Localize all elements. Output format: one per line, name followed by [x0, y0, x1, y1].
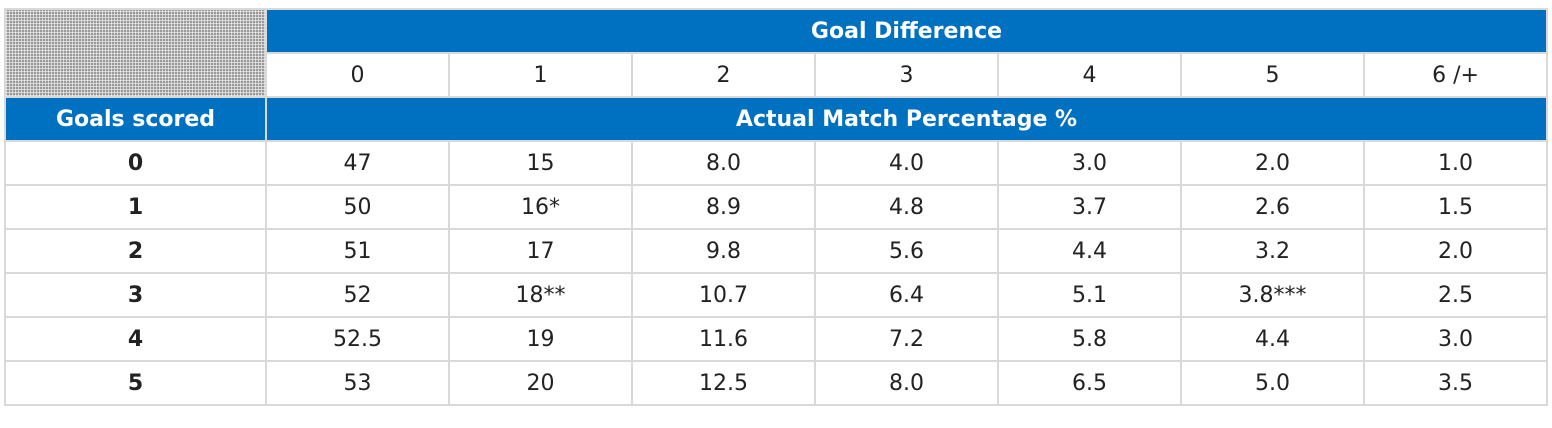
table-cell: 3.8*** — [1180, 272, 1365, 318]
table-row: 5 53 20 12.5 8.0 6.5 5.0 3.5 — [4, 360, 1549, 406]
table-row: 4 52.5 19 11.6 7.2 5.8 4.4 3.0 — [4, 316, 1549, 362]
table-cell: 5.1 — [997, 272, 1182, 318]
row-label-cell: 4 — [4, 316, 267, 362]
column-header-cell: 6 /+ — [1362, 52, 1549, 98]
table-cell: 3.0 — [997, 140, 1182, 186]
table-cell: 51 — [265, 228, 450, 274]
table-cell: 3.0 — [1362, 316, 1549, 362]
table-cell: 52.5 — [265, 316, 450, 362]
table-cell: 4.4 — [1180, 316, 1365, 362]
table-cell: 5.0 — [1180, 360, 1365, 406]
column-header-cell: 5 — [1180, 52, 1365, 98]
table-cell: 10.7 — [631, 272, 816, 318]
table-cell: 4.4 — [997, 228, 1182, 274]
table-cell: 6.5 — [997, 360, 1182, 406]
goal-difference-header: Goal Difference — [264, 8, 1549, 54]
table-row: 0 47 15 8.0 4.0 3.0 2.0 1.0 — [4, 140, 1549, 186]
actual-match-percentage-header: Actual Match Percentage % — [264, 96, 1549, 142]
table-cell: 2.5 — [1362, 272, 1549, 318]
table-cell: 2.0 — [1180, 140, 1365, 186]
table-cell: 3.2 — [1180, 228, 1365, 274]
table-cell: 17 — [448, 228, 633, 274]
column-header-cell: 4 — [997, 52, 1182, 98]
table-cell: 6.4 — [814, 272, 999, 318]
table-cell: 2.0 — [1362, 228, 1549, 274]
row-label-cell: 3 — [4, 272, 267, 318]
table-cell: 1.0 — [1362, 140, 1549, 186]
table-cell: 9.8 — [631, 228, 816, 274]
table-cell: 3.7 — [997, 184, 1182, 230]
row-label-cell: 2 — [4, 228, 267, 274]
table-cell: 3.5 — [1362, 360, 1549, 406]
row-label-cell: 0 — [4, 140, 267, 186]
table-cell: 2.6 — [1180, 184, 1365, 230]
corner-pattern-cell — [4, 8, 267, 98]
title-row: Goal Difference — [4, 8, 1549, 98]
table-cell: 53 — [265, 360, 450, 406]
table-row: 1 50 16* 8.9 4.8 3.7 2.6 1.5 — [4, 184, 1549, 230]
table-cell: 4.0 — [814, 140, 999, 186]
table-cell: 4.8 — [814, 184, 999, 230]
table-cell: 52 — [265, 272, 450, 318]
table-cell: 5.6 — [814, 228, 999, 274]
table-cell: 50 — [265, 184, 450, 230]
row-label-cell: 5 — [4, 360, 267, 406]
subheader-row: Goals scored Actual Match Percentage % — [4, 96, 1549, 142]
column-header-cell: 1 — [448, 52, 633, 98]
table-cell: 11.6 — [631, 316, 816, 362]
table-cell: 18** — [448, 272, 633, 318]
table-cell: 19 — [448, 316, 633, 362]
table-cell: 47 — [265, 140, 450, 186]
table-row: 2 51 17 9.8 5.6 4.4 3.2 2.0 — [4, 228, 1549, 274]
table-cell: 16* — [448, 184, 633, 230]
table-cell: 12.5 — [631, 360, 816, 406]
column-header-cell: 2 — [631, 52, 816, 98]
table-cell: 7.2 — [814, 316, 999, 362]
column-header-cell: 0 — [265, 52, 450, 98]
row-label-cell: 1 — [4, 184, 267, 230]
table-cell: 5.8 — [997, 316, 1182, 362]
goals-scored-header: Goals scored — [4, 96, 267, 142]
table-cell: 8.9 — [631, 184, 816, 230]
table-row: 3 52 18** 10.7 6.4 5.1 3.8*** 2.5 — [4, 272, 1549, 318]
table-cell: 8.0 — [631, 140, 816, 186]
table-cell: 8.0 — [814, 360, 999, 406]
column-header-cell: 3 — [814, 52, 999, 98]
table-cell: 20 — [448, 360, 633, 406]
table-cell: 1.5 — [1362, 184, 1549, 230]
table-cell: 15 — [448, 140, 633, 186]
